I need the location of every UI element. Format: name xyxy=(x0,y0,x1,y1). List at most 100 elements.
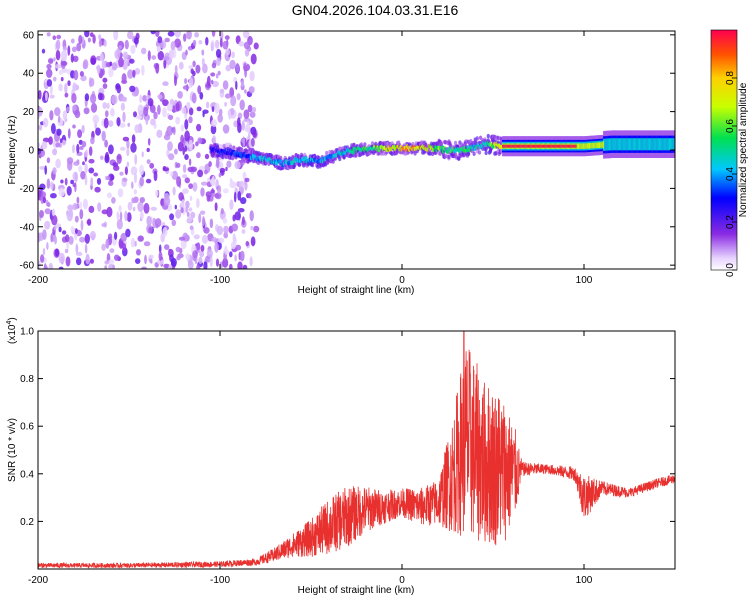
spectrogram-noise-cell xyxy=(133,189,137,195)
spectrogram-noise-cell xyxy=(116,219,123,230)
spectrogram-band-cell xyxy=(554,144,557,148)
spectrogram-noise-cell xyxy=(247,104,253,113)
y-tick-label: 40 xyxy=(23,69,35,80)
spectrogram-noise-cell xyxy=(244,49,250,57)
spectrogram-noise-cell xyxy=(241,216,245,226)
spectrogram-noise-cell xyxy=(236,93,241,101)
spectrogram-noise-cell xyxy=(54,235,57,245)
spectrogram-noise-cell xyxy=(41,191,46,199)
spectrogram-band-cell xyxy=(584,143,586,149)
spectrogram-band-cell xyxy=(578,143,581,149)
spectrogram-noise-cell xyxy=(88,205,95,213)
spectrogram-noise-cell xyxy=(230,241,236,250)
snr-x-label: Height of straight line (km) xyxy=(298,585,415,596)
x-tick-label: -100 xyxy=(210,275,230,286)
spectrogram-noise-cell xyxy=(49,85,53,95)
spectrogram-noise-cell xyxy=(137,235,144,242)
spectrogram-noise-cell xyxy=(104,154,110,164)
spectrogram-noise-cell xyxy=(65,256,71,267)
spectrogram-noise-cell xyxy=(136,249,141,256)
spectrogram-noise-cell xyxy=(53,225,57,231)
spectrogram-band-cell xyxy=(568,144,571,148)
spectrogram-noise-cell xyxy=(150,206,158,211)
spectrogram-noise-cell xyxy=(148,254,154,259)
spectrogram-noise-cell xyxy=(130,44,136,54)
spectrogram-band-cell xyxy=(673,138,675,151)
spectrogram-noise-cell xyxy=(46,79,53,87)
spectrogram-noise-cell xyxy=(62,49,67,60)
spectrogram-noise-cell xyxy=(76,159,80,164)
spectrogram-noise-cell xyxy=(168,264,173,269)
spectrogram-band-cell xyxy=(651,138,653,151)
snr-y-multiplier-base: (x10 xyxy=(7,324,18,344)
spectrogram-noise-cell xyxy=(159,40,167,49)
spectrogram-noise-cell xyxy=(100,155,104,160)
spectrogram-noise-cell xyxy=(201,216,206,226)
spectrogram-noise-cell xyxy=(203,227,210,234)
spectrogram-noise-cell xyxy=(169,213,175,221)
spectrogram-band-cell xyxy=(643,138,645,151)
spectrogram-noise-cell xyxy=(68,208,74,219)
spectrogram-noise-cell xyxy=(188,139,193,151)
spectrogram-noise-cell xyxy=(253,225,260,233)
spectrogram-noise-cell xyxy=(188,116,193,124)
spectrogram-band-cell xyxy=(662,138,664,151)
spectrogram-band-cell xyxy=(503,144,505,148)
snr-y-multiplier-exp: 4 xyxy=(6,321,13,325)
spectrogram-noise-cell xyxy=(145,178,152,184)
spectrogram-noise-cell xyxy=(180,207,184,214)
spectrogram-noise-cell xyxy=(162,81,169,87)
spectrogram-band-cell xyxy=(570,144,572,148)
spectrogram-noise-cell xyxy=(189,195,193,201)
spectrogram-noise-cell xyxy=(64,177,68,186)
spectrogram-noise-cell xyxy=(75,228,78,235)
spectrogram-noise-cell xyxy=(214,102,220,114)
spectrogram-noise-cell xyxy=(175,209,182,219)
spectrogram-band-cell xyxy=(583,143,585,149)
spectrogram-noise-cell xyxy=(106,206,113,218)
spectrogram-noise-cell xyxy=(216,57,221,66)
spectrogram-band-cell xyxy=(622,138,624,151)
spectrogram-noise-cell xyxy=(163,56,170,61)
spectrogram-noise-cell xyxy=(233,191,237,203)
spectrogram-noise-cell xyxy=(110,174,115,181)
spectrogram-ridge-halo xyxy=(232,145,236,150)
spectrogram-noise-cell xyxy=(55,39,61,50)
spectrogram-noise-cell xyxy=(217,184,222,195)
spectrogram-noise-cell xyxy=(44,165,47,175)
spectrogram-noise-cell xyxy=(118,45,122,50)
spectrogram-band-cell xyxy=(641,138,643,151)
spectrogram-ridge-halo xyxy=(229,144,233,149)
spectrogram-noise-cell xyxy=(84,163,88,174)
spectrogram-noise-cell xyxy=(149,162,155,169)
spectrogram-band-cell xyxy=(520,144,522,148)
spectrogram-band-cell xyxy=(665,138,668,151)
spectrogram-noise-cell xyxy=(162,99,169,107)
spectrogram-noise-cell xyxy=(132,206,136,212)
spectrogram-noise-cell xyxy=(105,238,110,249)
spectrogram-noise-cell xyxy=(120,232,127,242)
spectrogram-band-cell xyxy=(532,144,534,148)
spectrogram-noise-cell xyxy=(210,178,215,186)
spectrogram-noise-cell xyxy=(192,60,196,67)
spectrogram-band-cell xyxy=(587,143,590,149)
spectrogram-noise-cell xyxy=(167,141,173,152)
spectrogram-noise-cell xyxy=(70,38,75,44)
spectrogram-noise-cell xyxy=(90,102,98,113)
spectrogram-noise-cell xyxy=(182,85,190,90)
spectrogram-noise-cell xyxy=(203,261,208,269)
spectrogram-noise-cell xyxy=(154,190,159,197)
spectrogram-noise-cell xyxy=(78,165,83,173)
spectrogram-noise-cell xyxy=(215,73,219,79)
spectrogram-noise-cell xyxy=(243,109,250,119)
spectrogram-noise-cell xyxy=(168,248,172,254)
spectrogram-noise-cell xyxy=(44,220,51,230)
spectrogram-band-cell xyxy=(655,138,657,151)
spectrogram-noise-cell xyxy=(162,226,168,237)
spectrogram-band-cell xyxy=(672,138,674,151)
spectrogram-noise-cell xyxy=(187,166,194,172)
spectrogram-noise-cell xyxy=(200,244,205,252)
spectrogram-noise-cell xyxy=(229,251,233,258)
spectrogram-band-cell xyxy=(653,138,655,151)
spectrogram-noise-cell xyxy=(131,134,136,144)
